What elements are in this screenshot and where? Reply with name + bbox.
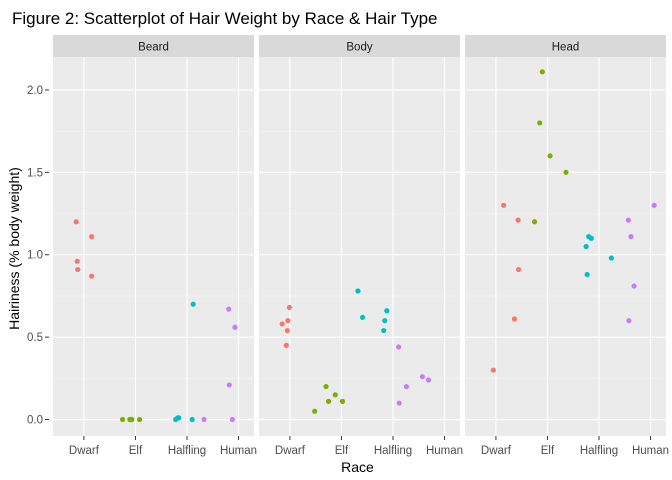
data-point-human	[201, 416, 207, 423]
data-point-elf	[129, 416, 135, 423]
data-point-human	[396, 344, 402, 350]
facet-panels: Beard Dwarf Elf Halfling Human Body Dwarf Elf Ha…	[53, 35, 669, 457]
data-point-human	[425, 377, 432, 383]
y-tick-label: 2.0	[27, 85, 43, 97]
x-tick-label-halfling: Halfling	[374, 445, 412, 457]
data-point-dwarf	[279, 321, 285, 327]
facet-strip	[259, 35, 460, 57]
data-point-dwarf	[73, 219, 79, 225]
data-point-elf	[323, 383, 329, 390]
x-tick-label-elf: Elf	[541, 445, 555, 457]
data-point-dwarf	[89, 273, 95, 279]
data-point-elf	[539, 69, 545, 75]
facet-strip	[53, 35, 254, 57]
data-point-halfling	[381, 327, 387, 334]
data-point-dwarf	[511, 316, 518, 322]
data-point-human	[626, 318, 632, 324]
panel-background	[53, 57, 254, 436]
panel-background	[465, 57, 666, 436]
y-tick-label: 1.5	[27, 167, 43, 179]
data-point-halfling	[382, 318, 388, 324]
data-point-human	[628, 234, 634, 240]
data-point-dwarf	[286, 304, 293, 311]
data-point-dwarf	[515, 217, 521, 223]
data-point-halfling	[588, 235, 594, 241]
facet-panel-beard: Beard Dwarf Elf Halfling Human	[53, 35, 257, 457]
x-tick-label-elf: Elf	[335, 445, 349, 457]
data-point-halfling	[189, 416, 195, 423]
facet-panel-head: Head Dwarf Elf Halfling Human	[465, 35, 669, 457]
y-axis-tick-labels: 0.0 0.5 1.0 1.5 2.0	[27, 85, 49, 427]
data-point-human	[651, 202, 657, 208]
data-point-human	[631, 283, 637, 289]
data-point-dwarf	[283, 342, 289, 348]
data-point-human	[226, 382, 232, 388]
data-point-dwarf	[516, 266, 522, 273]
data-point-elf	[339, 398, 346, 404]
y-axis-title: Hairiness (% body weight)	[6, 167, 22, 330]
x-tick-label-halfling: Halfling	[580, 445, 618, 457]
data-point-human	[229, 416, 235, 423]
data-point-dwarf	[89, 234, 95, 240]
data-point-halfling	[583, 243, 589, 250]
data-point-elf	[563, 169, 569, 175]
y-tick-label: 1.0	[27, 250, 43, 262]
data-point-dwarf	[75, 266, 81, 273]
data-point-halfling	[384, 308, 390, 314]
data-point-elf	[136, 416, 143, 423]
data-point-human	[226, 306, 232, 312]
x-tick-label-elf: Elf	[129, 445, 143, 457]
x-tick-label-halfling: Halfling	[168, 445, 206, 457]
x-tick-label-dwarf: Dwarf	[275, 445, 306, 457]
x-tick-label-human: Human	[426, 445, 463, 457]
data-point-elf	[325, 398, 332, 404]
panel-background	[259, 57, 460, 436]
chart-title: Figure 2: Scatterplot of Hair Weight by …	[12, 9, 438, 28]
data-point-dwarf	[74, 258, 80, 264]
x-tick-label-dwarf: Dwarf	[69, 445, 100, 457]
data-point-elf	[119, 416, 126, 423]
data-point-halfling	[359, 314, 366, 320]
y-tick-label: 0.0	[27, 415, 43, 427]
data-point-elf	[547, 153, 553, 159]
x-axis-title: Race	[341, 459, 374, 475]
data-point-human	[625, 217, 631, 223]
data-point-elf	[537, 120, 543, 126]
data-point-halfling	[608, 255, 614, 261]
data-point-halfling	[190, 301, 196, 307]
facet-strip-label: Head	[552, 42, 580, 54]
data-point-human	[419, 374, 425, 380]
data-point-elf	[312, 408, 318, 414]
data-point-elf	[332, 392, 338, 398]
facet-strip-label: Body	[346, 42, 372, 54]
data-point-dwarf	[490, 367, 496, 373]
facet-panel-body: Body Dwarf Elf Halfling Human	[259, 35, 463, 457]
data-point-dwarf	[501, 202, 507, 208]
data-point-halfling	[584, 271, 590, 278]
x-tick-label-dwarf: Dwarf	[481, 445, 512, 457]
data-point-elf	[531, 219, 538, 225]
y-tick-label: 0.5	[27, 332, 43, 344]
facet-strip	[465, 35, 666, 57]
data-point-halfling	[355, 288, 361, 294]
data-point-human	[232, 324, 238, 330]
data-point-dwarf	[285, 318, 291, 324]
data-point-halfling	[176, 415, 182, 421]
data-point-human	[403, 383, 409, 390]
facet-strip-label: Beard	[138, 42, 169, 54]
x-tick-label-human: Human	[220, 445, 257, 457]
x-tick-label-human: Human	[632, 445, 669, 457]
data-point-dwarf	[284, 327, 290, 334]
data-point-human	[396, 400, 402, 406]
